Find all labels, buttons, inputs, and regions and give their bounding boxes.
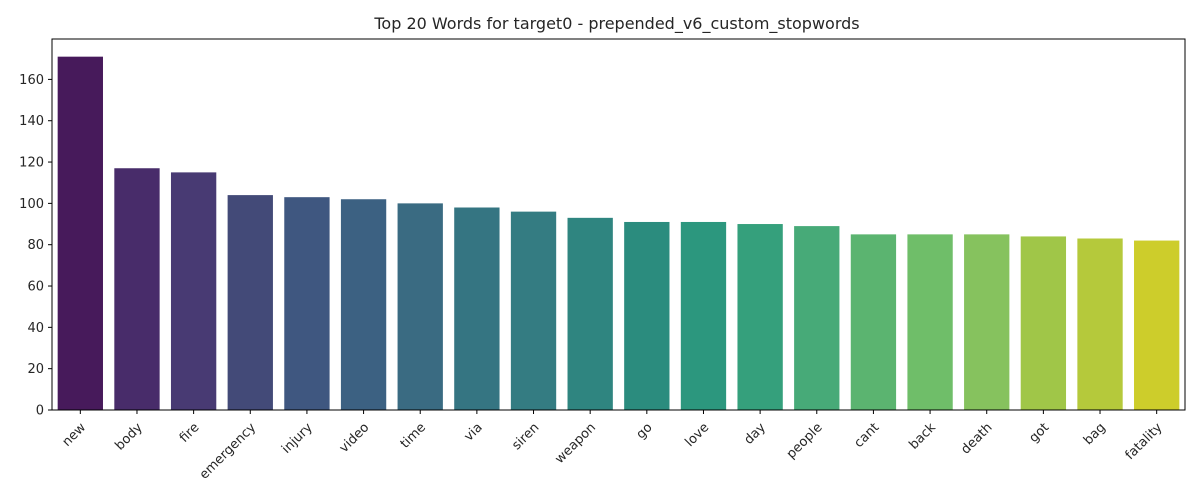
x-tick-label: go xyxy=(634,420,656,442)
bar-cant xyxy=(850,234,897,410)
y-tick-label: 80 xyxy=(27,238,44,253)
y-tick-label: 0 xyxy=(36,404,44,419)
x-tick-label: cant xyxy=(852,420,883,451)
y-tick-label: 160 xyxy=(19,73,44,88)
y-tick-label: 40 xyxy=(27,321,44,336)
bar-time xyxy=(397,203,443,410)
bar-weapon xyxy=(567,217,613,410)
x-tick-label: time xyxy=(398,420,429,451)
x-tick-label: new xyxy=(60,420,90,450)
y-tick-label: 120 xyxy=(19,156,44,171)
bar-got xyxy=(1020,236,1067,410)
bar-via xyxy=(454,207,500,410)
bar-injury xyxy=(284,197,330,410)
y-axis: 0 20 40 60 80 100 120 140 160 xyxy=(19,73,52,419)
y-tick-label: 60 xyxy=(27,280,44,295)
x-tick-label: siren xyxy=(509,420,542,453)
y-tick-label: 140 xyxy=(19,114,44,129)
x-tick-label: injury xyxy=(279,420,316,457)
bar-back xyxy=(907,234,953,410)
bar-fire xyxy=(170,172,217,410)
chart-title: Top 20 Words for target0 - prepended_v6_… xyxy=(373,14,859,34)
x-tick-label: death xyxy=(958,420,995,457)
bar-people xyxy=(794,226,840,410)
x-tick-label: people xyxy=(784,420,826,462)
bar-new xyxy=(57,56,103,411)
bar-emergency xyxy=(227,195,273,410)
x-tick-label: weapon xyxy=(552,420,599,467)
bar-siren xyxy=(510,211,557,410)
y-tick-label: 20 xyxy=(27,362,44,377)
bar-body xyxy=(114,168,160,410)
bars-group xyxy=(57,56,1180,411)
x-tick-label: back xyxy=(906,420,939,453)
bar-go xyxy=(624,221,670,410)
bar-bag xyxy=(1077,238,1123,410)
x-tick-label: got xyxy=(1027,420,1053,446)
x-tick-label: body xyxy=(112,420,146,454)
x-tick-label: emergency xyxy=(197,420,260,483)
x-tick-label: love xyxy=(682,420,712,450)
x-tick-label: fire xyxy=(177,420,203,446)
x-tick-label: day xyxy=(741,420,769,448)
x-tick-label: video xyxy=(337,420,373,456)
x-tick-label: fatality xyxy=(1123,420,1166,463)
bar-death xyxy=(964,234,1010,410)
plot-frame xyxy=(51,38,1186,411)
bar-day xyxy=(737,224,783,410)
y-tick-label: 100 xyxy=(19,197,44,212)
bar-love xyxy=(680,221,727,410)
x-tick-label: via xyxy=(461,420,485,444)
x-tick-label: bag xyxy=(1081,420,1109,448)
bar-video xyxy=(340,199,387,410)
bar-fatality xyxy=(1134,240,1180,410)
